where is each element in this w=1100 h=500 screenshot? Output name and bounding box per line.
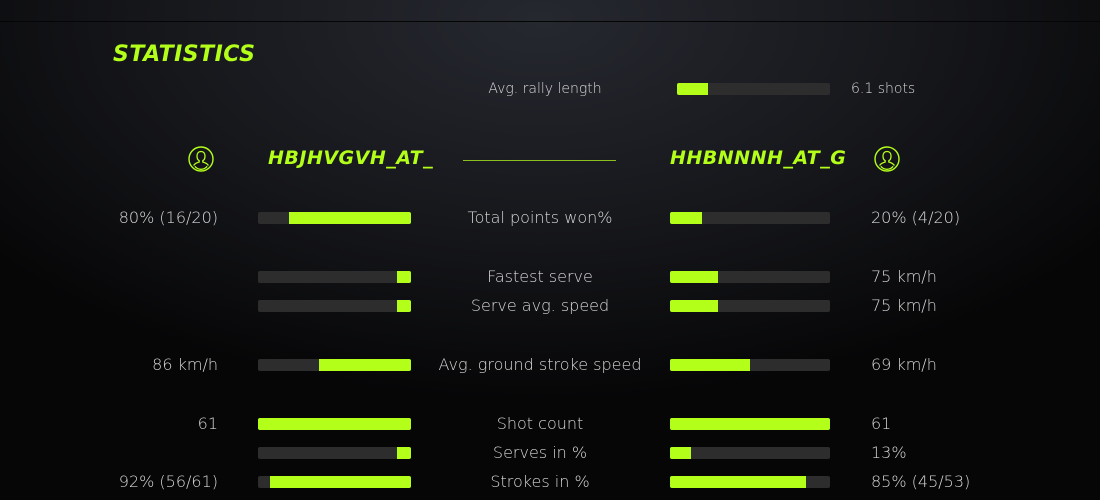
stat-left-value: 86 km/h bbox=[152, 355, 218, 374]
stat-label: Fastest serve bbox=[487, 267, 593, 286]
stat-right-bar-fill bbox=[670, 476, 806, 488]
stat-left-bar bbox=[258, 359, 411, 371]
stat-right-bar-fill bbox=[670, 212, 702, 224]
stat-left-bar bbox=[258, 300, 411, 312]
stat-right-bar bbox=[670, 476, 830, 488]
stat-right-bar bbox=[670, 447, 830, 459]
stat-label: Shot count bbox=[496, 414, 584, 433]
stat-right-bar-fill bbox=[670, 300, 718, 312]
stat-right-bar-fill bbox=[670, 271, 718, 283]
stat-left-bar-fill bbox=[397, 447, 411, 459]
user-circle-icon[interactable] bbox=[874, 146, 900, 172]
stat-left-value: 61 bbox=[197, 414, 218, 433]
stat-left-value: 80% (16/20) bbox=[118, 208, 218, 227]
stat-left-bar bbox=[258, 271, 411, 283]
stat-label: Serve avg. speed bbox=[470, 296, 610, 315]
stat-left-bar-fill bbox=[397, 300, 411, 312]
stat-right-bar bbox=[670, 418, 830, 430]
stat-right-bar bbox=[670, 359, 830, 371]
rally-value: 6.1 shots bbox=[851, 81, 916, 97]
player-left-name: HBJHVGVH_AT_ bbox=[268, 147, 434, 169]
stat-label: Serves in % bbox=[492, 443, 588, 462]
stat-left-bar-fill bbox=[288, 212, 411, 224]
stat-left-value: 92% (56/61) bbox=[118, 472, 218, 491]
stat-right-value: 20% (4/20) bbox=[871, 208, 961, 227]
rally-label: Avg. rally length bbox=[488, 81, 602, 97]
rally-bar-fill bbox=[677, 83, 708, 95]
stat-right-bar-fill bbox=[670, 359, 750, 371]
stat-label: Total points won% bbox=[467, 208, 613, 227]
stat-label: Avg. ground stroke speed bbox=[438, 355, 642, 374]
stat-left-bar-fill bbox=[397, 271, 411, 283]
stat-right-bar bbox=[670, 212, 830, 224]
stat-left-bar-fill bbox=[258, 418, 411, 430]
stat-right-value: 61 bbox=[871, 414, 892, 433]
stat-right-value: 69 km/h bbox=[871, 355, 937, 374]
stat-left-bar-fill bbox=[319, 359, 411, 371]
vs-divider bbox=[463, 160, 616, 161]
stat-right-value: 75 km/h bbox=[871, 267, 937, 286]
user-circle-icon[interactable] bbox=[188, 146, 214, 172]
page-title: STATISTICS bbox=[113, 42, 256, 67]
stat-right-bar-fill bbox=[670, 418, 830, 430]
stat-right-value: 85% (45/53) bbox=[871, 472, 971, 491]
stat-left-bar bbox=[258, 447, 411, 459]
stat-right-value: 13% bbox=[871, 443, 907, 462]
stat-right-bar bbox=[670, 271, 830, 283]
stat-right-bar bbox=[670, 300, 830, 312]
stat-right-value: 75 km/h bbox=[871, 296, 937, 315]
top-divider bbox=[0, 21, 1100, 22]
stat-right-bar-fill bbox=[670, 447, 691, 459]
stat-left-bar bbox=[258, 212, 411, 224]
stat-label: Strokes in % bbox=[490, 472, 590, 491]
stat-left-bar bbox=[258, 418, 411, 430]
stat-left-bar-fill bbox=[270, 476, 411, 488]
rally-bar bbox=[677, 83, 830, 95]
stat-left-bar bbox=[258, 476, 411, 488]
player-right-name: HHBNNNH_AT_G bbox=[670, 147, 847, 169]
